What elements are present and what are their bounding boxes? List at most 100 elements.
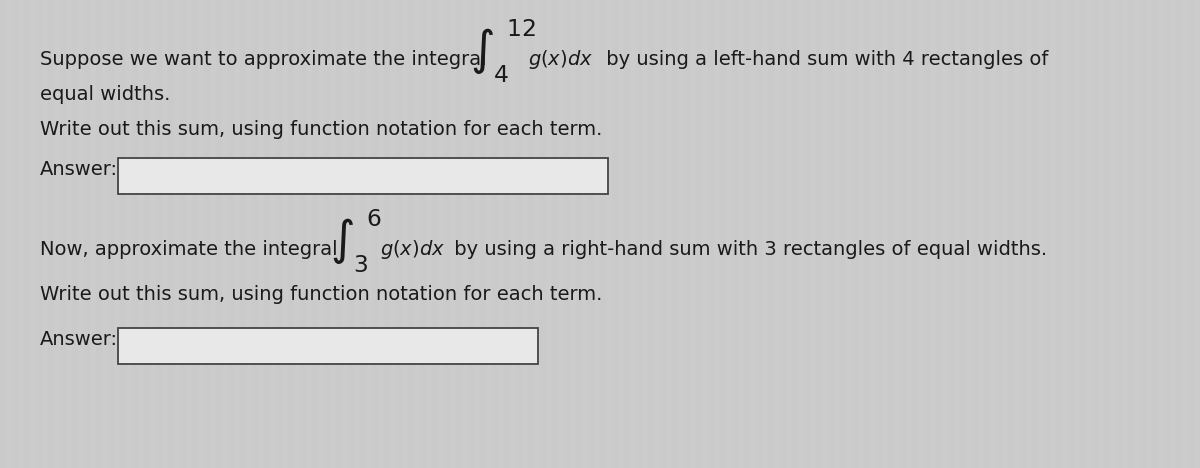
- Bar: [864, 0, 870, 468]
- Bar: [96, 0, 102, 468]
- Bar: [504, 0, 510, 468]
- Bar: [672, 0, 678, 468]
- Bar: [72, 0, 78, 468]
- Bar: [696, 0, 702, 468]
- Bar: [36, 0, 42, 468]
- Bar: [996, 0, 1002, 468]
- Bar: [1140, 0, 1146, 468]
- Bar: [48, 0, 54, 468]
- Bar: [1008, 0, 1014, 468]
- Bar: [0, 0, 6, 468]
- Bar: [948, 0, 954, 468]
- Bar: [1068, 0, 1074, 468]
- Bar: [552, 0, 558, 468]
- Bar: [348, 0, 354, 468]
- Bar: [120, 0, 126, 468]
- Bar: [1092, 0, 1098, 468]
- Text: Answer:: Answer:: [40, 330, 118, 349]
- Text: equal widths.: equal widths.: [40, 85, 170, 104]
- Bar: [744, 0, 750, 468]
- Bar: [1164, 0, 1170, 468]
- Bar: [540, 0, 546, 468]
- Bar: [60, 0, 66, 468]
- Bar: [648, 0, 654, 468]
- Bar: [564, 0, 570, 468]
- Bar: [12, 0, 18, 468]
- Bar: [300, 0, 306, 468]
- Bar: [840, 0, 846, 468]
- Text: Write out this sum, using function notation for each term.: Write out this sum, using function notat…: [40, 120, 602, 139]
- Bar: [972, 0, 978, 468]
- Bar: [432, 0, 438, 468]
- Bar: [384, 0, 390, 468]
- Bar: [252, 0, 258, 468]
- Bar: [780, 0, 786, 468]
- Text: $\int_{4}^{\ 12}$: $\int_{4}^{\ 12}$: [470, 17, 536, 85]
- Bar: [480, 0, 486, 468]
- Bar: [1020, 0, 1026, 468]
- Bar: [288, 0, 294, 468]
- Bar: [684, 0, 690, 468]
- Bar: [984, 0, 990, 468]
- Bar: [312, 0, 318, 468]
- Bar: [204, 0, 210, 468]
- Bar: [168, 0, 174, 468]
- Bar: [108, 0, 114, 468]
- Bar: [1152, 0, 1158, 468]
- Text: $\int_{3}^{\ 6}$: $\int_{3}^{\ 6}$: [330, 207, 382, 275]
- Text: Suppose we want to approximate the integral: Suppose we want to approximate the integ…: [40, 50, 487, 69]
- Bar: [768, 0, 774, 468]
- Bar: [888, 0, 894, 468]
- Bar: [528, 0, 534, 468]
- Bar: [396, 0, 402, 468]
- Bar: [228, 0, 234, 468]
- Text: Now, approximate the integral: Now, approximate the integral: [40, 240, 337, 259]
- Bar: [324, 0, 330, 468]
- Bar: [492, 0, 498, 468]
- FancyBboxPatch shape: [118, 328, 538, 364]
- Bar: [624, 0, 630, 468]
- Bar: [732, 0, 738, 468]
- Bar: [1056, 0, 1062, 468]
- Bar: [132, 0, 138, 468]
- Bar: [1176, 0, 1182, 468]
- Bar: [588, 0, 594, 468]
- Text: Write out this sum, using function notation for each term.: Write out this sum, using function notat…: [40, 285, 602, 304]
- Bar: [516, 0, 522, 468]
- Bar: [336, 0, 342, 468]
- Bar: [756, 0, 762, 468]
- Bar: [144, 0, 150, 468]
- Bar: [216, 0, 222, 468]
- Bar: [444, 0, 450, 468]
- Bar: [912, 0, 918, 468]
- Bar: [180, 0, 186, 468]
- Bar: [1128, 0, 1134, 468]
- Bar: [1188, 0, 1194, 468]
- Text: by using a right-hand sum with 3 rectangles of equal widths.: by using a right-hand sum with 3 rectang…: [448, 240, 1048, 259]
- Bar: [240, 0, 246, 468]
- Bar: [1080, 0, 1086, 468]
- Text: Answer:: Answer:: [40, 160, 118, 179]
- FancyBboxPatch shape: [118, 158, 608, 194]
- Bar: [936, 0, 942, 468]
- Bar: [1116, 0, 1122, 468]
- Bar: [660, 0, 666, 468]
- Bar: [24, 0, 30, 468]
- Text: $g(x)dx$: $g(x)dx$: [528, 48, 593, 71]
- Bar: [792, 0, 798, 468]
- Bar: [600, 0, 606, 468]
- Bar: [456, 0, 462, 468]
- Bar: [192, 0, 198, 468]
- Text: by using a left-hand sum with 4 rectangles of: by using a left-hand sum with 4 rectangl…: [600, 50, 1049, 69]
- Bar: [708, 0, 714, 468]
- Bar: [876, 0, 882, 468]
- Bar: [960, 0, 966, 468]
- Bar: [576, 0, 582, 468]
- Bar: [852, 0, 858, 468]
- Bar: [924, 0, 930, 468]
- Bar: [372, 0, 378, 468]
- Bar: [804, 0, 810, 468]
- Bar: [816, 0, 822, 468]
- Bar: [264, 0, 270, 468]
- Bar: [408, 0, 414, 468]
